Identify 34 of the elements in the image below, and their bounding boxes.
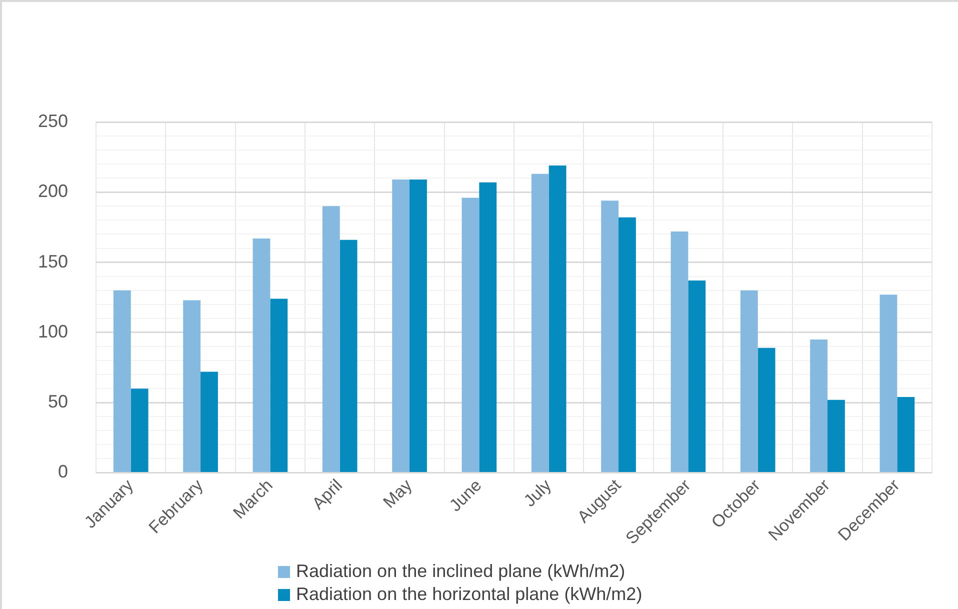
bar xyxy=(531,174,549,472)
bar xyxy=(410,180,427,472)
bar xyxy=(200,372,218,472)
bar xyxy=(130,388,148,472)
bar xyxy=(270,298,288,472)
bar xyxy=(252,238,270,472)
y-tick-label: 200 xyxy=(38,181,68,202)
bar xyxy=(462,198,480,472)
bar xyxy=(601,200,619,472)
bar xyxy=(340,240,358,472)
bar xyxy=(322,206,340,472)
bar xyxy=(740,290,758,472)
bar xyxy=(688,280,706,472)
bar xyxy=(548,165,566,472)
y-tick-label: 150 xyxy=(38,251,68,272)
bar xyxy=(113,290,131,472)
x-tick-label: May xyxy=(380,475,416,512)
bar xyxy=(183,300,201,472)
y-tick-label: 50 xyxy=(48,392,68,412)
bar xyxy=(828,400,845,472)
legend-label: Radiation on the horizontal plane (kWh/m2) xyxy=(296,583,642,606)
bar xyxy=(897,397,915,472)
y-tick-label: 100 xyxy=(38,321,68,342)
x-tick-label: July xyxy=(520,475,556,511)
y-tick-label: 250 xyxy=(38,110,68,131)
bar xyxy=(670,231,688,472)
y-tick-label: 0 xyxy=(58,462,68,482)
bar xyxy=(810,339,828,472)
bar xyxy=(880,294,898,472)
bar xyxy=(392,180,410,472)
bar xyxy=(479,182,497,472)
bar xyxy=(758,348,776,472)
legend-label: Radiation on the inclined plane (kWh/m2) xyxy=(296,560,626,583)
bar xyxy=(618,217,636,472)
